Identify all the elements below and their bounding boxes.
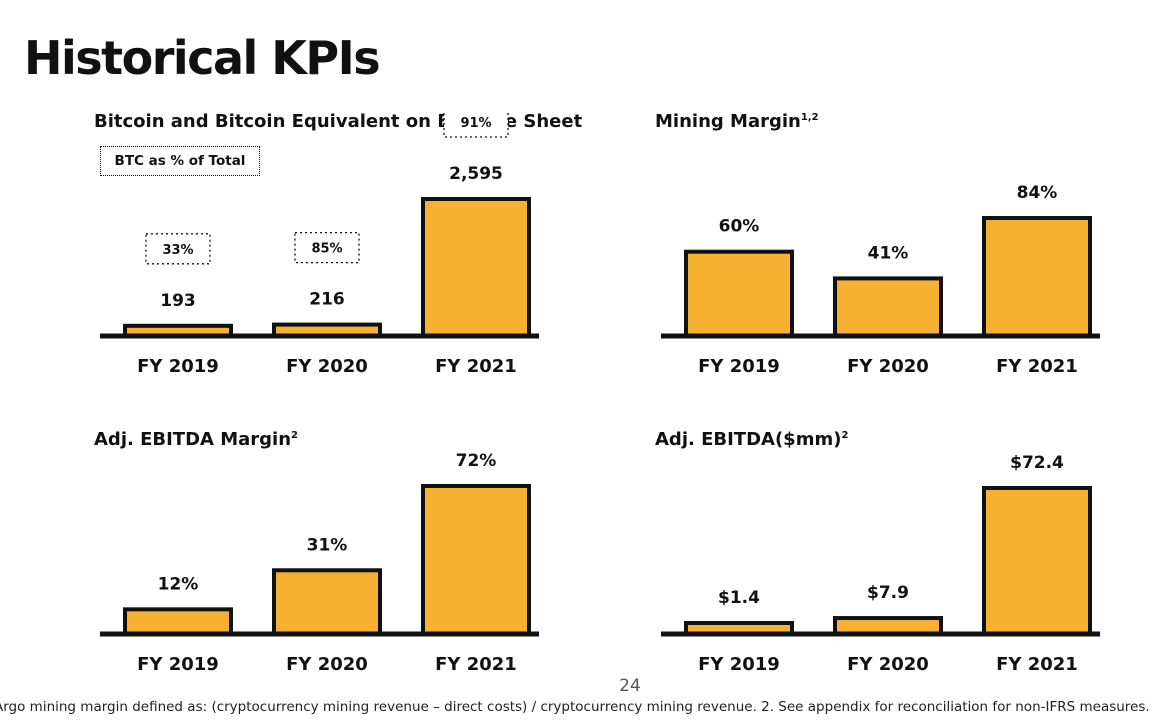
- ebitda-x-tick-fy-2021: FY 2021: [996, 654, 1078, 675]
- mining-value-label-fy-2020: 41%: [868, 243, 909, 263]
- btc-value-label-fy-2020: 216: [309, 290, 345, 310]
- mining-margin-chart-panel: Mining Margin1,2 60% FY 2019 41% FY 2020 84%…: [655, 110, 1158, 400]
- adj-ebitda-chart-title-superscript: 2: [841, 430, 849, 441]
- adj-ebitda-margin-chart-title: Adj. EBITDA Margin2: [94, 428, 298, 451]
- ebitda-x-tick-fy-2019: FY 2019: [698, 654, 780, 675]
- adj-ebitda-chart-svg: $1.4 FY 2019 $7.9 FY 2020 $72.4 FY 2021: [661, 453, 1100, 675]
- page-number: 24: [619, 676, 641, 696]
- mining-margin-chart-title-superscript: 1,2: [800, 112, 819, 123]
- btc-balance-chart-panel: Bitcoin and Bitcoin Equivalent on Balanc…: [94, 110, 634, 400]
- adj-ebitda-margin-chart-svg: 12% FY 2019 31% FY 2020 72% FY 2021: [100, 451, 539, 675]
- btc-value-label-fy-2019: 193: [160, 291, 196, 311]
- ebitda-bar-fy-2021: [982, 486, 1092, 636]
- btc-percent-badge-text-fy-2020: 85%: [311, 242, 342, 257]
- ebitda-margin-x-tick-fy-2021: FY 2021: [435, 654, 517, 675]
- adj-ebitda-margin-chart-title-superscript: 2: [291, 430, 298, 441]
- btc-x-tick-fy-2019: FY 2019: [137, 356, 219, 377]
- ebitda-margin-bar-fy-2020: [272, 568, 382, 636]
- footnote: Argo mining margin defined as: (cryptocu…: [0, 699, 1150, 715]
- btc-x-tick-fy-2020: FY 2020: [286, 356, 368, 377]
- adj-ebitda-chart-title: Adj. EBITDA($mm)2: [655, 428, 848, 451]
- btc-balance-chart-svg: 193 FY 2019 33% 216 FY 2020 85% 2,595 FY 2021 91…: [100, 110, 539, 377]
- ebitda-value-label-fy-2020: $7.9: [867, 583, 909, 603]
- btc-percent-badge-text-fy-2019: 33%: [162, 243, 193, 258]
- ebitda-margin-value-label-fy-2021: 72%: [456, 451, 497, 471]
- ebitda-margin-x-tick-fy-2020: FY 2020: [286, 654, 368, 675]
- mining-x-tick-fy-2021: FY 2021: [996, 356, 1078, 377]
- ebitda-margin-value-label-fy-2019: 12%: [158, 574, 199, 594]
- mining-margin-chart-title-text: Mining Margin: [655, 111, 801, 132]
- adj-ebitda-margin-chart-title-text: Adj. EBITDA Margin: [94, 429, 292, 450]
- mining-bar-fy-2019: [684, 249, 794, 338]
- btc-percent-badge-fy-2019: 33%: [145, 233, 211, 265]
- btc-percent-badge-text-fy-2021: 91%: [460, 116, 491, 131]
- mining-margin-chart-title: Mining Margin1,2: [655, 110, 819, 133]
- mining-bar-fy-2020: [833, 276, 943, 338]
- ebitda-value-label-fy-2019: $1.4: [718, 588, 760, 608]
- btc-percent-badge-fy-2020: 85%: [294, 231, 360, 264]
- ebitda-value-label-fy-2021: $72.4: [1010, 453, 1064, 473]
- ebitda-margin-bar-fy-2019: [123, 607, 233, 636]
- ebitda-margin-value-label-fy-2020: 31%: [307, 535, 348, 555]
- btc-value-label-fy-2021: 2,595: [449, 164, 503, 184]
- page-title: Historical KPIs: [24, 31, 381, 85]
- mining-value-label-fy-2021: 84%: [1017, 183, 1058, 203]
- ebitda-x-tick-fy-2020: FY 2020: [847, 654, 929, 675]
- btc-percent-legend-box: BTC as % of Total: [100, 146, 260, 176]
- adj-ebitda-chart-panel: Adj. EBITDA($mm)2 $1.4 FY 2019 $7.9 FY 2020…: [655, 428, 1158, 718]
- mining-bar-fy-2021: [982, 216, 1092, 338]
- ebitda-margin-x-tick-fy-2019: FY 2019: [137, 654, 219, 675]
- btc-bar-fy-2021: [421, 197, 531, 338]
- adj-ebitda-margin-chart-panel: Adj. EBITDA Margin2 12% FY 2019 31% FY 2020…: [94, 428, 634, 718]
- mining-x-tick-fy-2020: FY 2020: [847, 356, 929, 377]
- mining-margin-chart-svg: 60% FY 2019 41% FY 2020 84% FY 2021: [661, 183, 1100, 377]
- adj-ebitda-chart-title-text: Adj. EBITDA($mm): [655, 429, 842, 450]
- btc-x-tick-fy-2021: FY 2021: [435, 356, 517, 377]
- btc-percent-badge-fy-2021: 91%: [443, 110, 509, 138]
- mining-x-tick-fy-2019: FY 2019: [698, 356, 780, 377]
- ebitda-margin-bar-fy-2021: [421, 484, 531, 636]
- mining-value-label-fy-2019: 60%: [719, 217, 760, 237]
